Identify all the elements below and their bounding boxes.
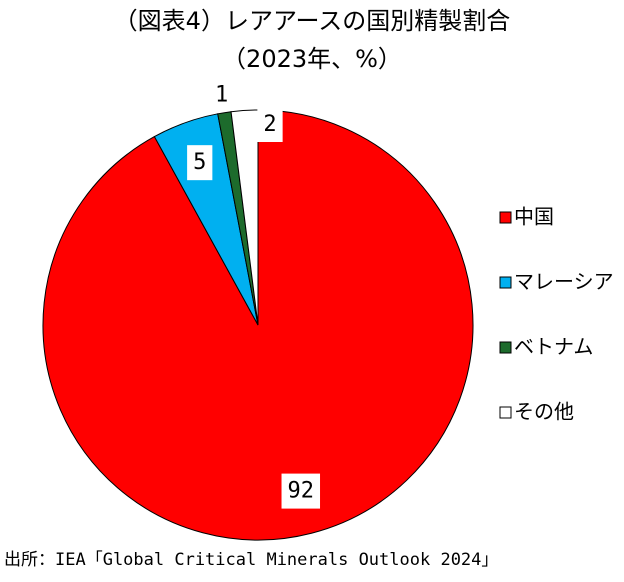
source-note: 出所：IEA「Global Critical Minerals Outlook … bbox=[4, 550, 498, 570]
legend-swatch bbox=[499, 276, 512, 289]
data-label: 1 bbox=[215, 83, 228, 108]
data-label-group: 92 bbox=[281, 473, 321, 509]
pie-slice bbox=[42, 109, 474, 541]
legend-swatch bbox=[499, 341, 512, 354]
data-label-box bbox=[187, 145, 213, 181]
data-label-box bbox=[281, 473, 321, 509]
chart-title: （図表4）レアアースの国別精製割合 bbox=[114, 7, 511, 35]
legend-swatch bbox=[499, 406, 512, 419]
chart-subtitle: （2023年、%） bbox=[222, 45, 402, 73]
legend-label: その他 bbox=[514, 400, 574, 424]
data-label: 2 bbox=[263, 112, 276, 137]
data-label-box bbox=[257, 107, 283, 142]
data-label: 92 bbox=[288, 479, 315, 504]
legend-label: ベトナム bbox=[514, 335, 593, 359]
legend-label: マレーシア bbox=[514, 270, 614, 294]
data-label-group: 1 bbox=[215, 83, 228, 108]
legend-swatch bbox=[499, 211, 512, 224]
data-label-group: 2 bbox=[257, 107, 283, 142]
legend-label: 中国 bbox=[514, 205, 554, 229]
data-label-group: 5 bbox=[187, 145, 213, 181]
data-label: 5 bbox=[193, 150, 206, 175]
